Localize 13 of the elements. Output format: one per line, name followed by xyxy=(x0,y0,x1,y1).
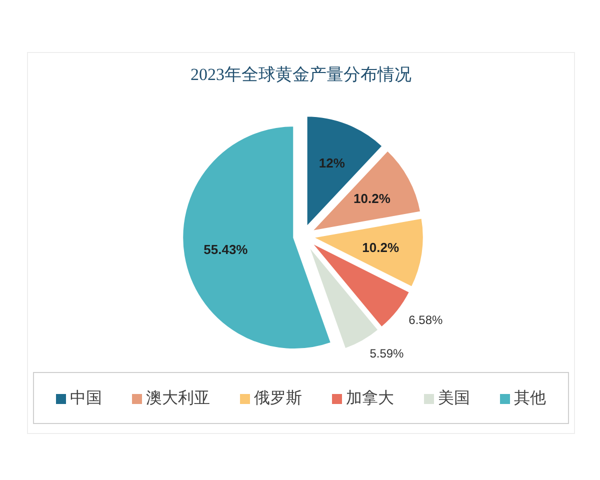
legend-label: 加拿大 xyxy=(346,390,394,406)
data-label: 5.59% xyxy=(370,346,404,360)
legend-label: 俄罗斯 xyxy=(254,390,302,406)
data-label: 55.43% xyxy=(204,242,248,257)
legend-label: 其他 xyxy=(514,390,546,406)
chart-title: 2023年全球黄金产量分布情况 xyxy=(190,64,412,86)
data-label: 10.2% xyxy=(362,240,400,255)
data-label: 12% xyxy=(318,156,346,171)
legend-label: 中国 xyxy=(70,390,102,406)
data-label: 6.58% xyxy=(408,313,444,328)
legend-label: 澳大利亚 xyxy=(146,390,210,406)
data-label: 10.2% xyxy=(354,191,391,206)
legend-label: 美国 xyxy=(438,390,470,406)
